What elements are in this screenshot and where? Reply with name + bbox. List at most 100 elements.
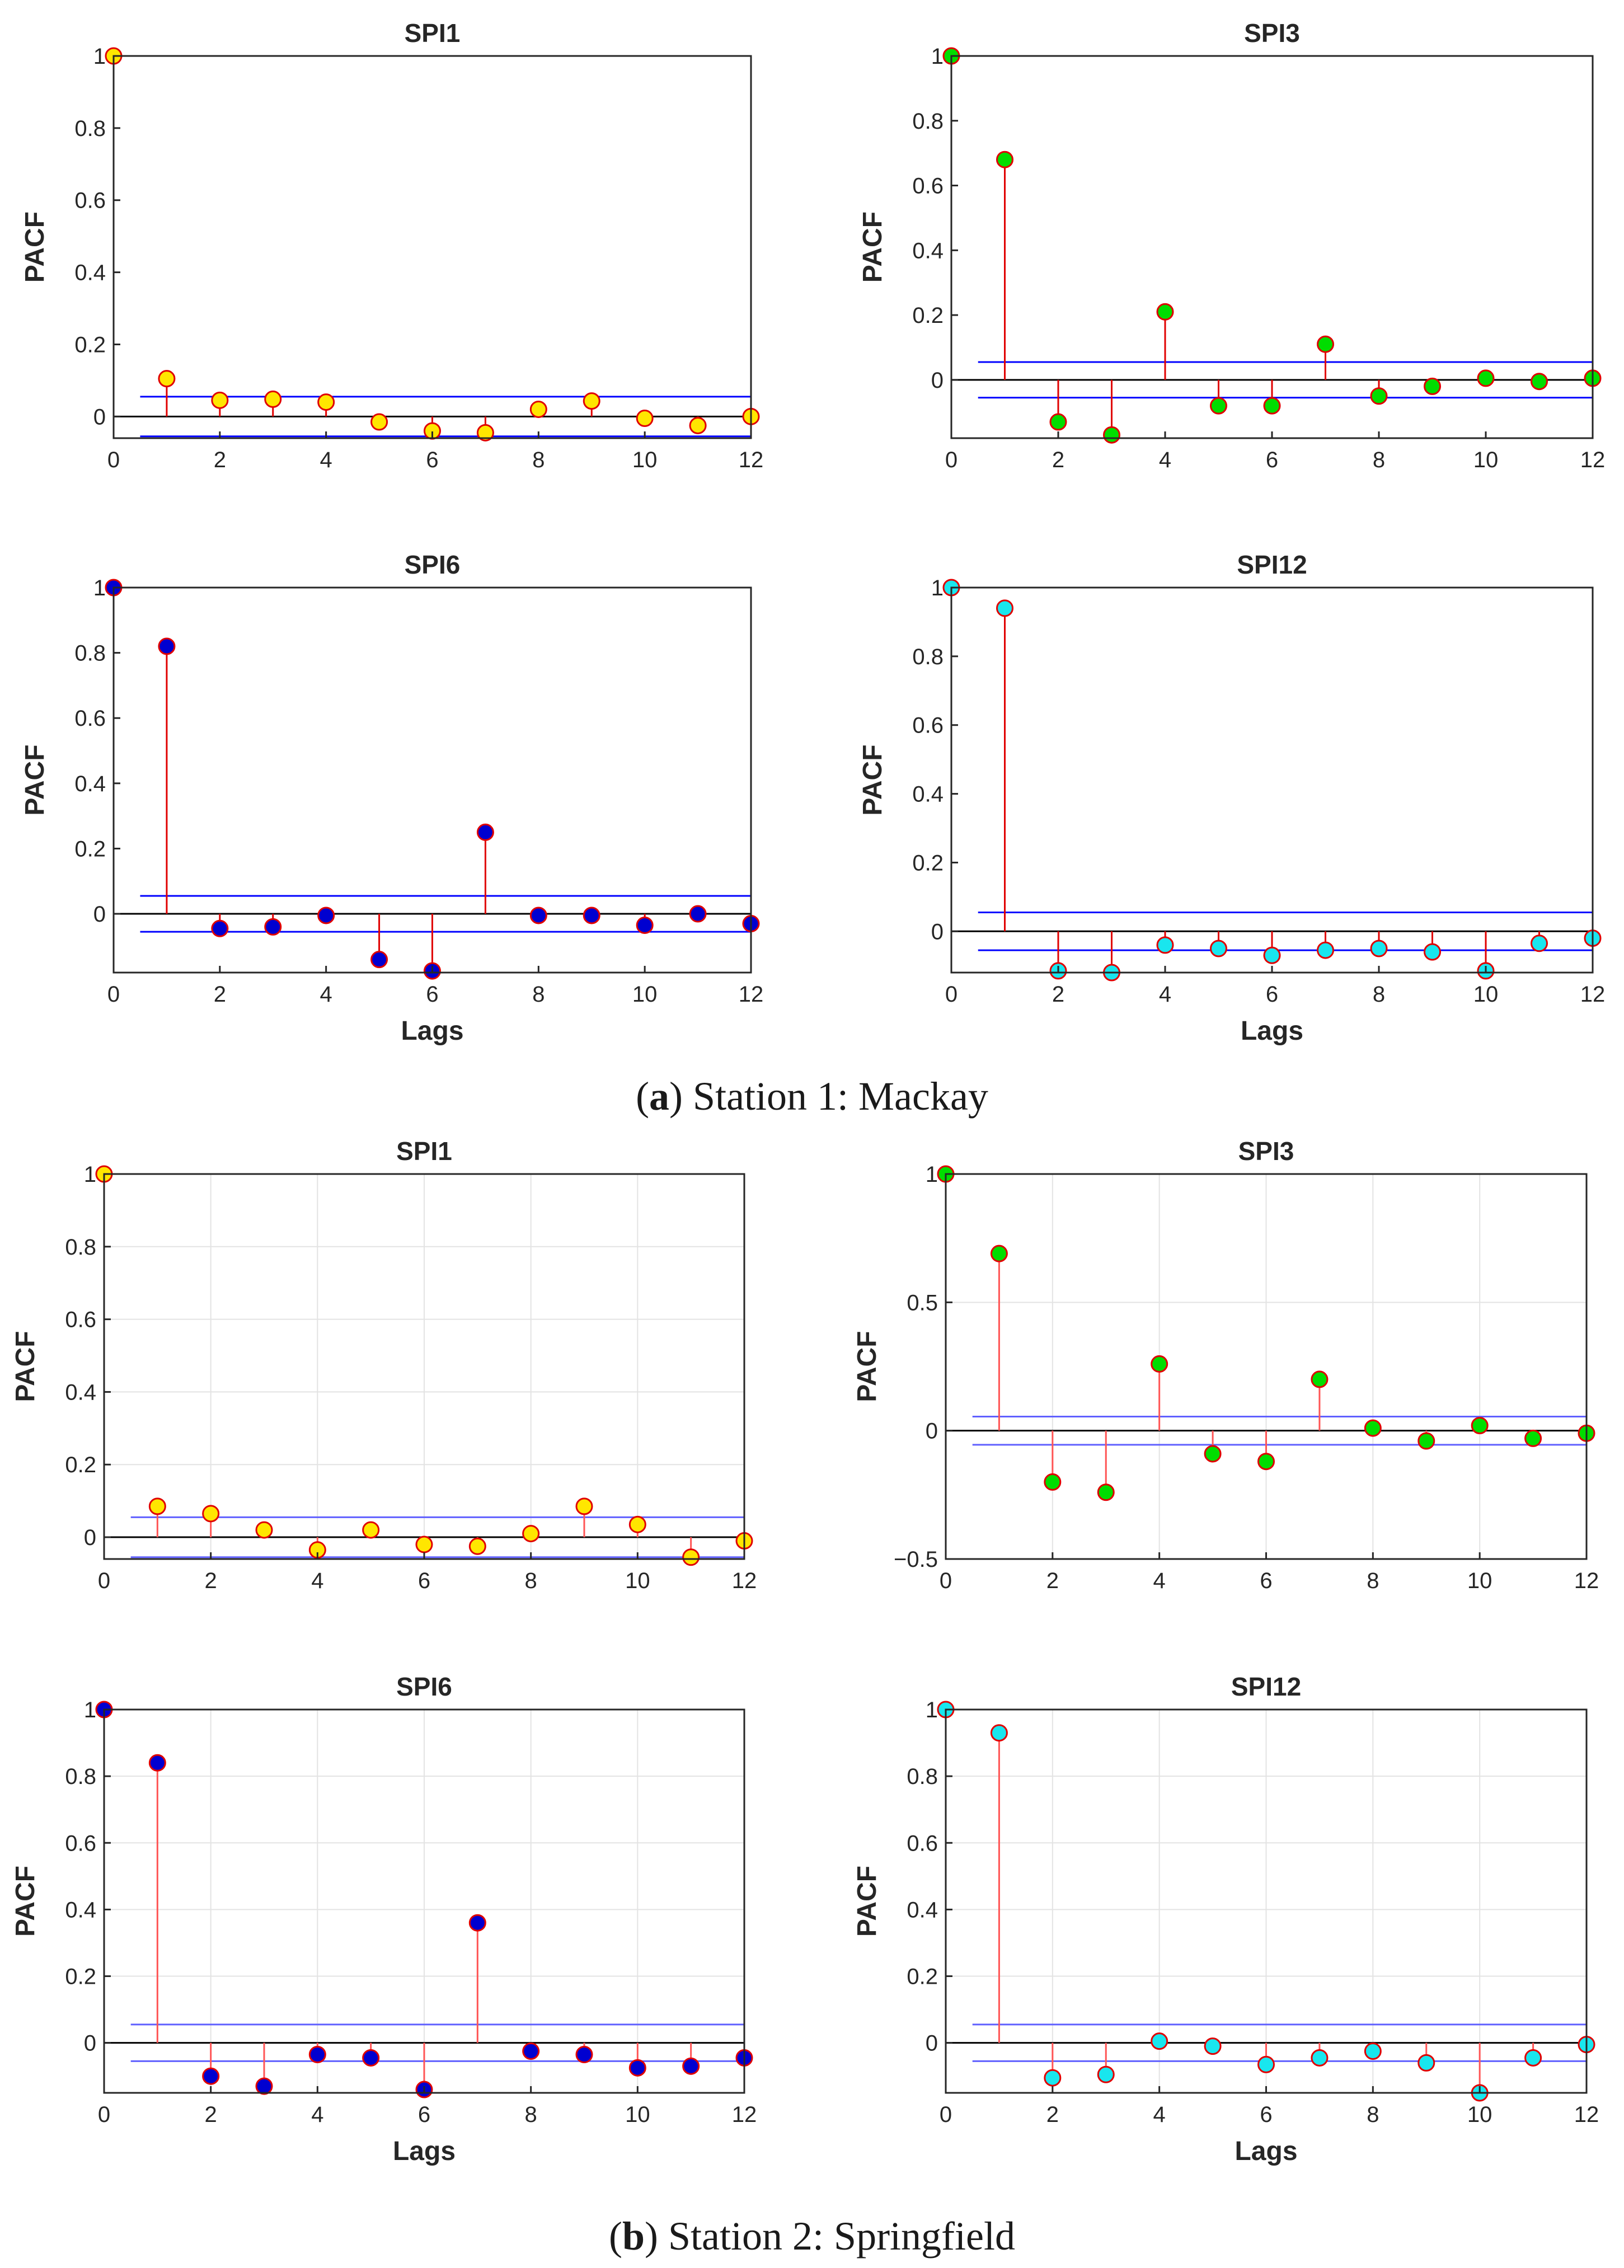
marker-lag-10 [1471,1416,1489,1434]
y-tick-label: 0.4 [907,1898,938,1922]
y-tick-label: 1 [931,44,944,69]
x-tick-label: 2 [1052,982,1064,1007]
y-tick-label: 1 [926,1698,938,1722]
y-tick-label: 0.2 [907,1965,938,1989]
y-tick-label: 1 [84,1698,96,1722]
x-tick-label: 12 [1574,2102,1599,2127]
y-tick-label: 0 [931,368,944,393]
marker-lag-1 [148,1497,166,1515]
x-tick-label: 10 [625,1569,650,1593]
y-tick-label: 0.4 [65,1898,96,1922]
x-tick-label: 8 [532,982,545,1007]
chart-a-spi6: 0 2 4 6 8 10 12 0 0.2 0.4 0.6 0.8 1 SPI6 PACF Lags [20,550,763,1046]
marker-lag-3 [255,1521,273,1539]
marker-lag-5 [1210,940,1227,957]
x-tick-label: 2 [1046,2102,1059,2127]
marker-lag-2 [202,1505,220,1523]
y-tick-label: 0.8 [65,1235,96,1260]
marker-lag-1 [996,151,1013,168]
x-tick-label: 2 [214,448,226,472]
plot-area [114,588,751,973]
caption-station-2: (b) Station 2: Springfield [609,2214,1015,2258]
y-tick-label: 0 [926,2031,938,2056]
marker-lag-10 [636,410,654,428]
marker-lag-6 [1263,397,1281,415]
y-tick-label: 0.6 [907,1831,938,1856]
marker-lag-5 [370,413,388,431]
y-tick-label: 0.2 [65,1453,96,1477]
x-tick-label: 10 [632,448,658,472]
marker-lag-8 [529,400,547,418]
marker-lag-2 [211,919,229,937]
x-tick-label: 10 [625,2102,650,2127]
marker-lag-7 [1317,941,1334,959]
x-tick-label: 0 [107,982,120,1007]
marker-lag-2 [1044,2069,1062,2087]
marker-lag-1 [158,370,176,388]
x-tick-label: 12 [732,1569,757,1593]
marker-lag-11 [689,416,707,434]
marker-lag-11 [1524,1429,1542,1447]
marker-lag-4 [1156,936,1174,954]
x-tick-label: 10 [632,982,658,1007]
marker-lag-7 [468,1537,486,1555]
x-tick-label: 0 [945,982,957,1007]
y-tick-label: 0.6 [65,1831,96,1856]
chart-a-spi3: 0 2 4 6 8 10 12 0 0.2 0.4 0.6 0.8 1 SPI3 PACF [858,18,1605,472]
marker-lag-3 [264,918,282,936]
x-tick-label: 4 [320,982,332,1007]
chart-title: SPI12 [1237,550,1307,579]
y-tick-label: 0.4 [912,782,944,807]
x-tick-label: 4 [1159,448,1171,472]
marker-lag-4 [317,907,335,924]
marker-lag-9 [1424,943,1441,961]
marker-lag-8 [522,1525,540,1543]
x-tick-label: 0 [940,2102,952,2127]
x-tick-label: 2 [205,2102,217,2127]
y-tick-label: 0 [93,405,106,429]
marker-lag-6 [415,1536,433,1553]
y-tick-label: 1 [93,576,106,600]
marker-lag-7 [1317,335,1334,353]
y-tick-label: 0.6 [74,706,106,731]
y-axis-label: PACF [20,744,50,815]
marker-lag-11 [1531,373,1548,391]
x-tick-label: 0 [107,448,120,472]
marker-lag-8 [1370,387,1388,405]
x-tick-label: 12 [1580,448,1606,472]
caption-station-1: (a) Station 1: Mackay [636,1074,988,1119]
x-tick-label: 0 [98,1569,110,1593]
y-tick-label: 0.2 [65,1965,96,1989]
marker-lag-4 [1151,1355,1168,1373]
x-tick-label: 6 [426,448,438,472]
y-tick-label: 0.4 [65,1380,96,1405]
marker-lag-10 [628,1515,646,1533]
chart-title: SPI1 [396,1137,452,1166]
marker-lag-9 [1418,2054,1435,2072]
x-tick-label: 12 [732,2102,757,2127]
x-tick-label: 4 [320,448,332,472]
y-tick-label: 0.6 [65,1308,96,1332]
y-tick-label: 0.2 [74,332,106,357]
x-tick-label: 4 [311,2102,323,2127]
y-axis-label: PACF [11,1866,40,1937]
chart-b-spi6: 0 2 4 6 8 10 12 0 0.2 0.4 0.6 0.8 1 SPI6 PACF Lags [11,1672,757,2166]
marker-lag-9 [1424,377,1441,395]
marker-lag-3 [1097,1483,1115,1501]
y-tick-label: 0.2 [912,851,944,875]
x-tick-label: 8 [1373,982,1385,1007]
marker-lag-7 [1311,2049,1329,2067]
y-tick-label: 0.5 [907,1290,938,1315]
chart-b-spi1: 0 2 4 6 8 10 12 0 0.2 0.4 0.6 0.8 1 SPI1 PACF [11,1137,757,1593]
x-tick-label: 2 [205,1569,217,1593]
x-tick-label: 10 [1473,448,1499,472]
marker-lag-6 [1263,946,1281,964]
marker-lag-9 [575,1497,593,1515]
marker-lag-5 [362,1521,380,1539]
marker-lag-8 [1364,2042,1382,2060]
x-tick-label: 12 [739,982,764,1007]
marker-lag-2 [1044,1473,1062,1491]
caption-letter-b: b [622,2214,645,2258]
marker-lag-11 [1524,2049,1542,2067]
